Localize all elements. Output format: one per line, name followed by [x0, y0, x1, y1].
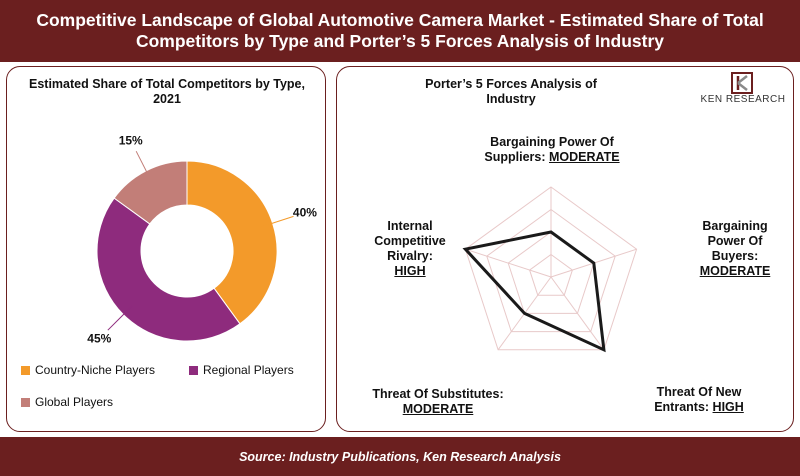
radar-grid-ring-1 — [529, 253, 573, 296]
donut-chart: 40% 45% 15% — [87, 134, 317, 346]
legend-swatch-global — [21, 397, 30, 407]
radar-axis-level-buyers: MODERATE — [699, 264, 771, 278]
radar-grid-ring-4 — [464, 186, 638, 351]
radar-chart — [462, 186, 638, 353]
donut-slice-global — [113, 160, 188, 225]
donut-data-label-regional: 45% — [87, 332, 111, 346]
radar-axis-name-suppliers: Bargaining Power Of Suppliers: — [484, 135, 614, 164]
legend-item-regional: Regional Players — [189, 363, 294, 377]
radar-axis-name-new-entrants: Threat Of New Entrants: — [654, 385, 742, 414]
radar-label-suppliers: Bargaining Power Of Suppliers: MODERATE — [467, 135, 637, 165]
donut-leader-line-global — [135, 150, 153, 182]
radar-axis-level-suppliers: MODERATE — [549, 150, 620, 164]
footer-banner: Source: Industry Publications, Ken Resea… — [0, 437, 800, 476]
ken-research-logo-text: KEN RESEARCH — [700, 94, 786, 105]
radar-spoke-2 — [550, 276, 605, 351]
radar-label-substitutes: Threat Of Substitutes: MODERATE — [363, 387, 513, 417]
header-banner: Competitive Landscape of Global Automoti… — [0, 0, 800, 62]
radar-label-buyers: Bargaining Power Of Buyers: MODERATE — [685, 219, 785, 279]
donut-slice-regional — [96, 197, 241, 342]
radar-label-rivalry: Internal Competitive Rivalry: HIGH — [365, 219, 455, 279]
radar-axis-level-new-entrants: HIGH — [712, 400, 744, 414]
donut-data-label-global: 15% — [119, 134, 143, 148]
radar-spoke-4 — [465, 248, 552, 278]
legend-swatch-regional — [189, 365, 198, 375]
donut-slice-country-niche — [186, 160, 278, 325]
page-title: Competitive Landscape of Global Automoti… — [36, 10, 764, 51]
source-note: Source: Industry Publications, Ken Resea… — [239, 449, 561, 464]
legend-label-regional: Regional Players — [203, 363, 294, 377]
ken-research-k-icon — [731, 72, 753, 94]
donut-leader-line-regional — [107, 305, 133, 331]
legend-swatch-country-niche — [21, 365, 30, 375]
radar-axis-level-substitutes: MODERATE — [402, 402, 474, 416]
ken-research-logo: KEN RESEARCH — [692, 72, 794, 108]
radar-chart-panel: Porter’s 5 Forces Analysis of Industry B… — [336, 66, 794, 432]
donut-leader-line-country-niche — [261, 215, 294, 228]
donut-chart-panel: Estimated Share of Total Competitors by … — [6, 66, 326, 432]
radar-axis-name-substitutes: Threat Of Substitutes: — [372, 387, 504, 401]
radar-series-line — [462, 230, 606, 353]
radar-axis-name-buyers: Bargaining Power Of Buyers: — [702, 219, 768, 263]
radar-grid-ring-3 — [486, 208, 616, 333]
legend-item-global: Global Players — [21, 395, 113, 409]
donut-chart-title: Estimated Share of Total Competitors by … — [29, 77, 305, 106]
legend-item-country-niche: Country-Niche Players — [21, 363, 155, 377]
donut-data-label-country-niche: 40% — [293, 206, 317, 220]
legend-label-global: Global Players — [35, 395, 114, 409]
radar-axis-level-rivalry: HIGH — [394, 264, 426, 278]
radar-chart-title: Porter’s 5 Forces Analysis of Industry — [425, 77, 597, 106]
radar-label-new-entrants: Threat Of New Entrants: HIGH — [639, 385, 759, 415]
legend-label-country-niche: Country-Niche Players — [35, 363, 156, 377]
radar-axis-name-rivalry: Internal Competitive Rivalry: — [374, 219, 446, 263]
